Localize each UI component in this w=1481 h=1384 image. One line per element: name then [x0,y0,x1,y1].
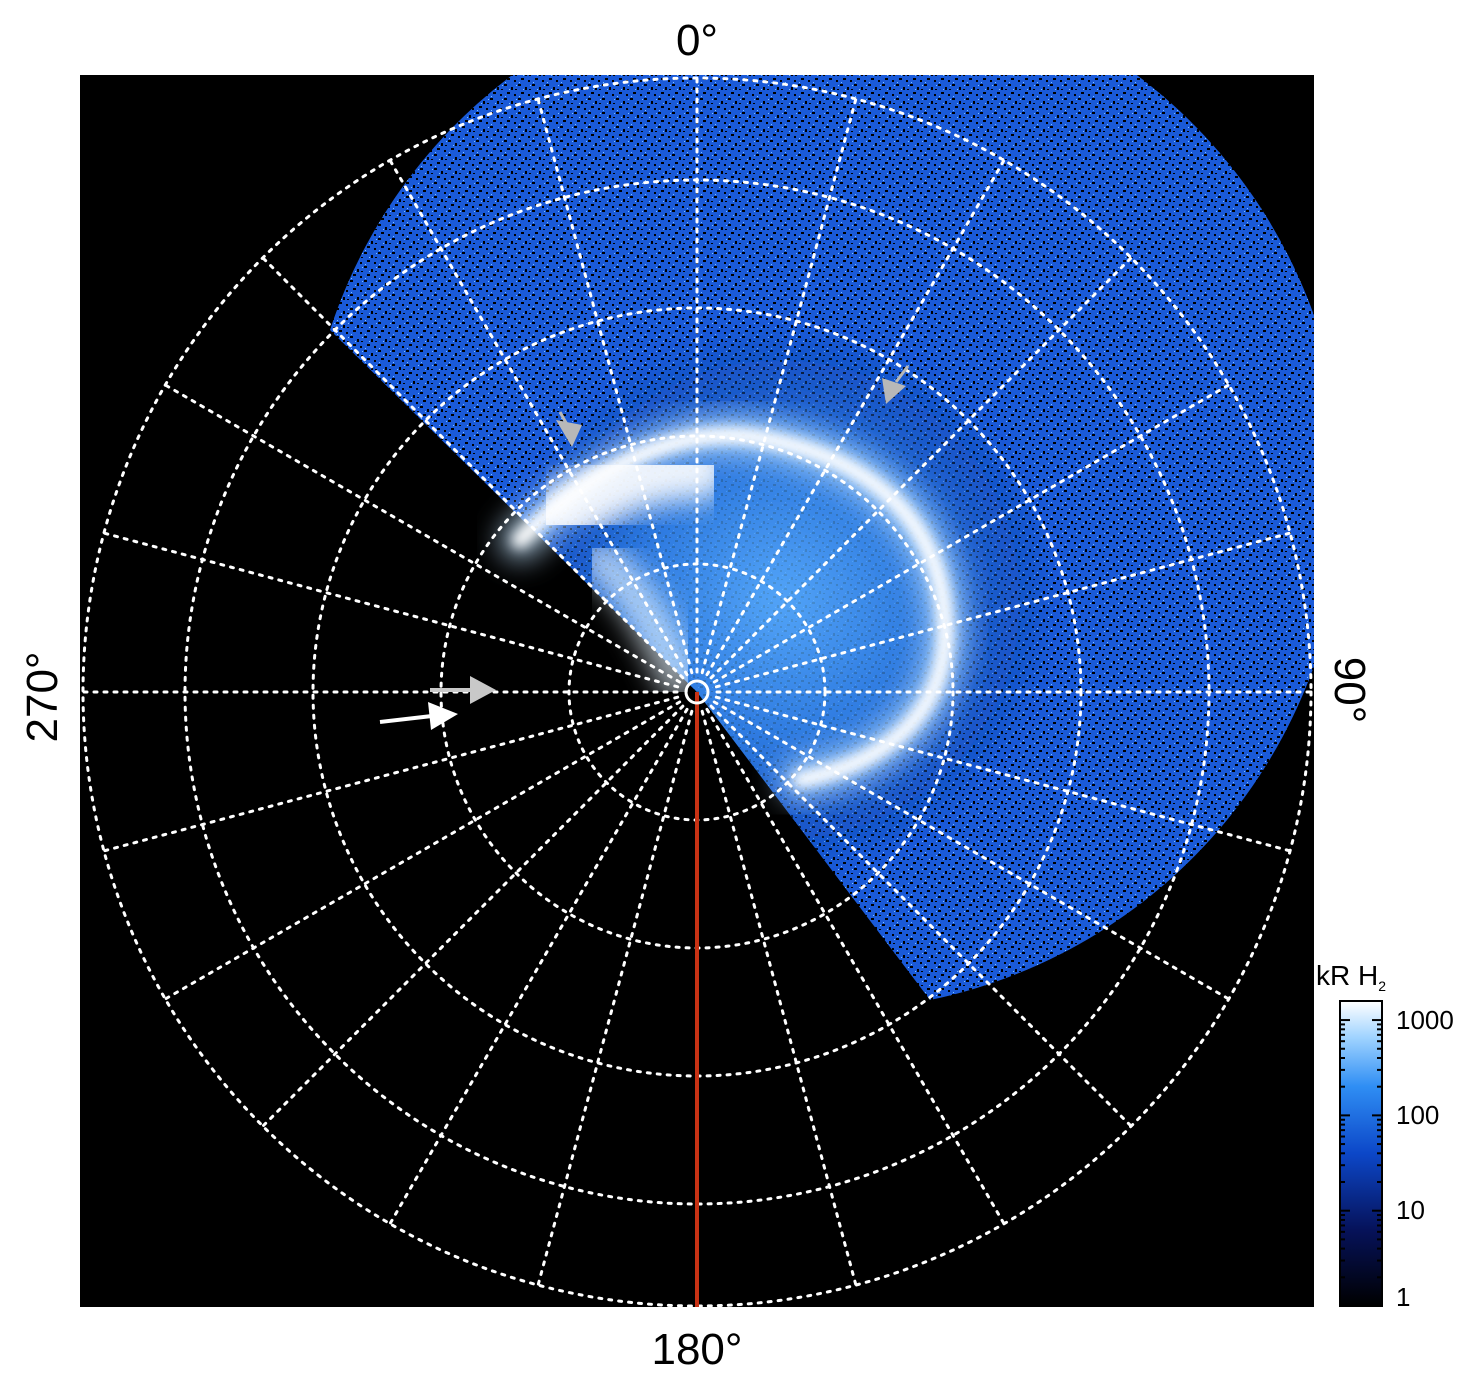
grid-spoke [261,704,685,1128]
grid-spoke [700,709,858,1287]
grid-spoke [700,97,858,675]
grid-spoke [709,256,1133,680]
arrow-gray-northeast [882,365,910,404]
label-top: 0° [676,16,718,65]
pole-marker [684,679,710,705]
colorbar-title: kR H2 [1316,960,1386,994]
arrow-white-west [379,702,458,730]
label-right: 90° [1325,657,1374,724]
grid-spoke [705,707,1006,1226]
grid-spoke [714,695,1292,853]
grid-spoke [712,383,1231,684]
colorbar-tick-1000: 1000 [1396,1005,1454,1035]
colorbar-tick-10: 10 [1396,1195,1425,1225]
grid-spoke [102,531,680,689]
colorbar-tick-1: 1 [1396,1282,1410,1312]
colorbar-gradient [1339,1000,1383,1307]
colorbar: kR H2 1000 100 10 1 [1316,960,1454,1312]
grid-spoke [536,709,694,1287]
grid-spoke [261,256,685,680]
label-left: 270° [18,651,67,742]
grid-spoke [705,158,1006,677]
arrow-gray-northwest [556,411,582,447]
grid-spoke [714,531,1292,689]
arrow-gray-west [430,676,496,704]
grid-spoke [712,700,1231,1001]
grid-spoke [163,700,682,1001]
label-bottom: 180° [651,1325,742,1374]
grid-spoke [163,383,682,684]
grid-spoke [709,704,1133,1128]
grid-spoke [102,695,680,853]
grid-spoke [536,97,694,675]
grid-spoke [388,158,689,677]
colorbar-tick-100: 100 [1396,1100,1439,1130]
grid-spoke [388,707,689,1226]
